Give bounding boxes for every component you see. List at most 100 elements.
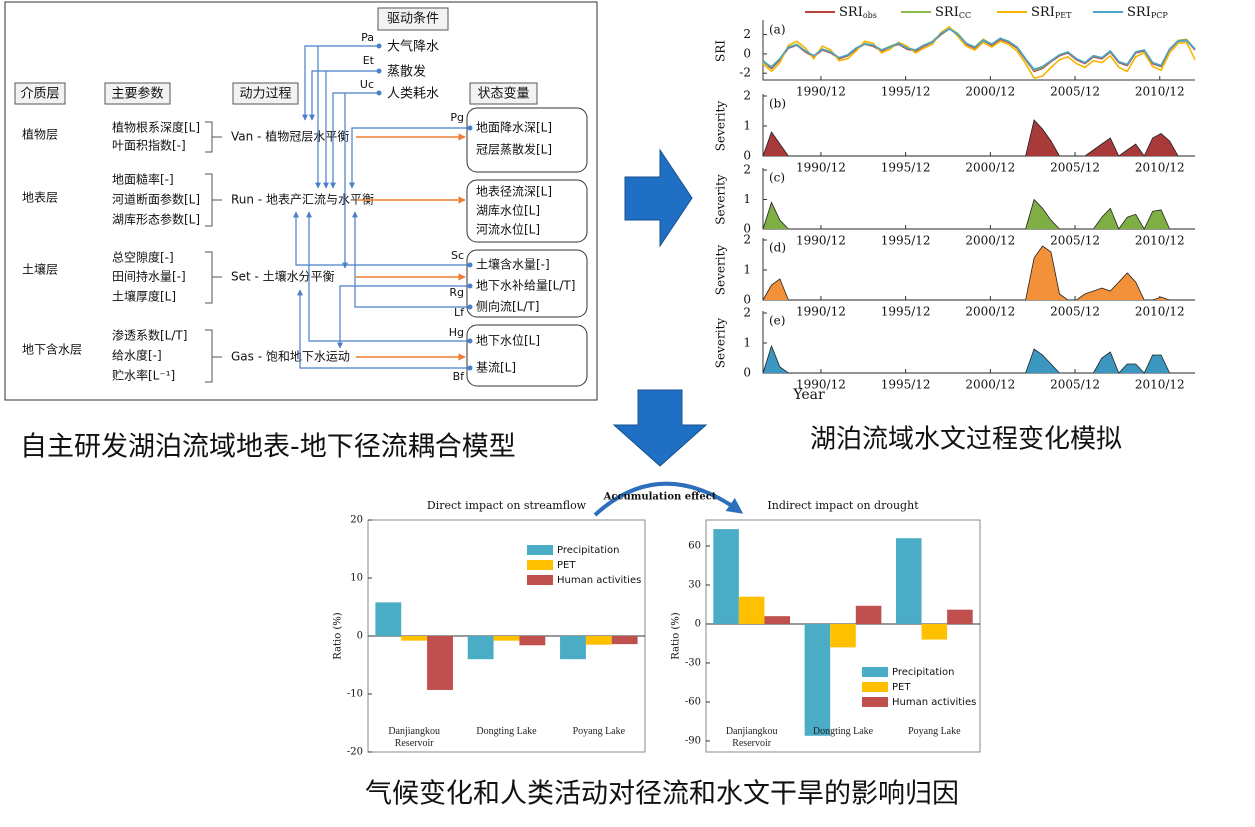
area-outline	[762, 119, 1195, 157]
bracket	[205, 121, 222, 153]
process: Set - 土壤水分平衡	[231, 269, 335, 284]
legend-swatch	[527, 545, 553, 555]
caption: 气候变化和人类活动对径流和水文干旱的影响归因	[365, 779, 959, 810]
link-line	[297, 289, 470, 369]
y-tick-label: 2	[743, 163, 751, 177]
y-tick-label: 10	[350, 573, 363, 584]
category-label: Danjiangkou Reservoir	[388, 726, 440, 749]
x-tick-label: 2000/12	[965, 234, 1015, 248]
y-tick-label: -2	[739, 66, 751, 80]
header-box	[469, 82, 538, 105]
panel-label: (e)	[769, 314, 785, 328]
process: Run - 地表产汇流与水平衡	[231, 193, 374, 207]
bar	[467, 636, 494, 660]
x-tick-label: 2010/12	[1135, 161, 1185, 175]
legend-swatch	[527, 560, 553, 570]
y-tick-label: 0	[743, 149, 751, 163]
state-box	[466, 179, 588, 243]
driver-label: 大气降水	[387, 39, 439, 55]
parameter: 总空隙度[-]	[112, 250, 174, 265]
link-line	[293, 211, 470, 266]
bar	[375, 602, 402, 636]
accumulation-arrow	[593, 481, 744, 517]
x-tick-label: 2010/12	[1135, 305, 1185, 319]
axis-line	[762, 94, 1195, 157]
state-variable: 地下水补给量[L/T]	[476, 279, 575, 293]
driver-label: 人类耗水	[387, 87, 439, 102]
caption: 自主研发湖泊流域地表-地下径流耦合模型	[20, 432, 516, 463]
header-box	[104, 82, 171, 105]
x-tick-label: 2005/12	[1050, 85, 1100, 99]
category-label: Poyang Lake	[572, 726, 626, 737]
column-header: 介质层	[20, 87, 59, 102]
y-tick-label: 60	[688, 540, 701, 551]
category-label: Poyang Lake	[908, 726, 961, 737]
parameter: 土壤厚度[L]	[112, 289, 176, 304]
layer-name: 植物层	[22, 127, 58, 142]
y-tick-label: 2	[743, 233, 751, 247]
state-variable: 土壤含水量[-]	[476, 257, 550, 272]
panel-label: (d)	[769, 241, 786, 255]
driver-code: Pa	[361, 31, 374, 44]
parameter: 田间持水量[-]	[112, 269, 186, 284]
bar	[804, 623, 831, 736]
chart-title: Direct impact on streamflow	[427, 499, 587, 512]
x-tick-label: 1995/12	[881, 305, 931, 319]
x-tick-label: 1995/12	[881, 378, 931, 392]
state-variable: 湖库水位[L]	[476, 203, 540, 218]
x-tick-label: 2000/12	[965, 378, 1015, 392]
panel-label: (b)	[769, 97, 786, 111]
diagram-frame	[4, 1, 598, 401]
header-box	[232, 82, 299, 105]
header-box	[377, 7, 449, 31]
link-line	[330, 92, 379, 189]
area-outline	[762, 198, 1195, 230]
x-tick-label: 1990/12	[796, 305, 846, 319]
driver-label: 蒸散发	[387, 64, 426, 80]
state-variable: 地面降水深[L]	[476, 121, 552, 135]
layer-name: 地表层	[22, 191, 58, 205]
annotation: Accumulation effect	[603, 492, 717, 503]
bar	[895, 538, 922, 624]
legend-swatch	[862, 697, 888, 707]
link-line	[306, 211, 470, 342]
area-fill	[763, 346, 1195, 373]
category-label: Dongting Lake	[812, 726, 874, 737]
state-code: Bf	[453, 370, 466, 383]
state-code: Sc	[451, 249, 464, 262]
state-variable: 地下水位[L]	[476, 333, 540, 348]
legend-label: Precipitation	[892, 667, 955, 678]
chart-title: Indirect impact on drought	[767, 499, 919, 512]
bar	[401, 636, 428, 641]
bar	[764, 616, 791, 624]
bar	[947, 609, 973, 624]
bar	[427, 636, 453, 690]
y-tick-label: 1	[743, 192, 751, 206]
bar	[738, 596, 765, 624]
x-tick-label: 1990/12	[796, 234, 846, 248]
x-tick-label: 1990/12	[796, 378, 846, 392]
y-axis-label: Severity	[714, 245, 728, 296]
x-tick-label: 2005/12	[1050, 161, 1100, 175]
right-arrow	[624, 148, 693, 248]
bracket	[205, 329, 222, 383]
y-tick-label: 0	[357, 631, 363, 642]
y-tick-label: 0	[743, 46, 751, 60]
state-box	[466, 249, 588, 318]
caption: 湖泊流域水文过程变化模拟	[810, 425, 1122, 455]
category-label: Dongting Lake	[476, 726, 537, 737]
legend-label: SRICC	[935, 5, 971, 21]
category-label: Danjiangkou Reservoir	[725, 726, 778, 749]
parameter: 地面糙率[-]	[112, 172, 174, 187]
state-code: Lf	[454, 306, 465, 319]
y-axis-label: Severity	[714, 174, 728, 225]
parameter: 植物根系深度[L]	[112, 120, 200, 135]
panel-label: (c)	[769, 171, 785, 185]
y-tick-label: 2	[743, 27, 751, 41]
y-tick-label: -90	[685, 735, 701, 746]
y-tick-label: -10	[347, 689, 363, 700]
state-variable: 地表径流深[L]	[476, 185, 552, 199]
bar	[493, 636, 520, 641]
layer-name: 土壤层	[22, 262, 58, 277]
